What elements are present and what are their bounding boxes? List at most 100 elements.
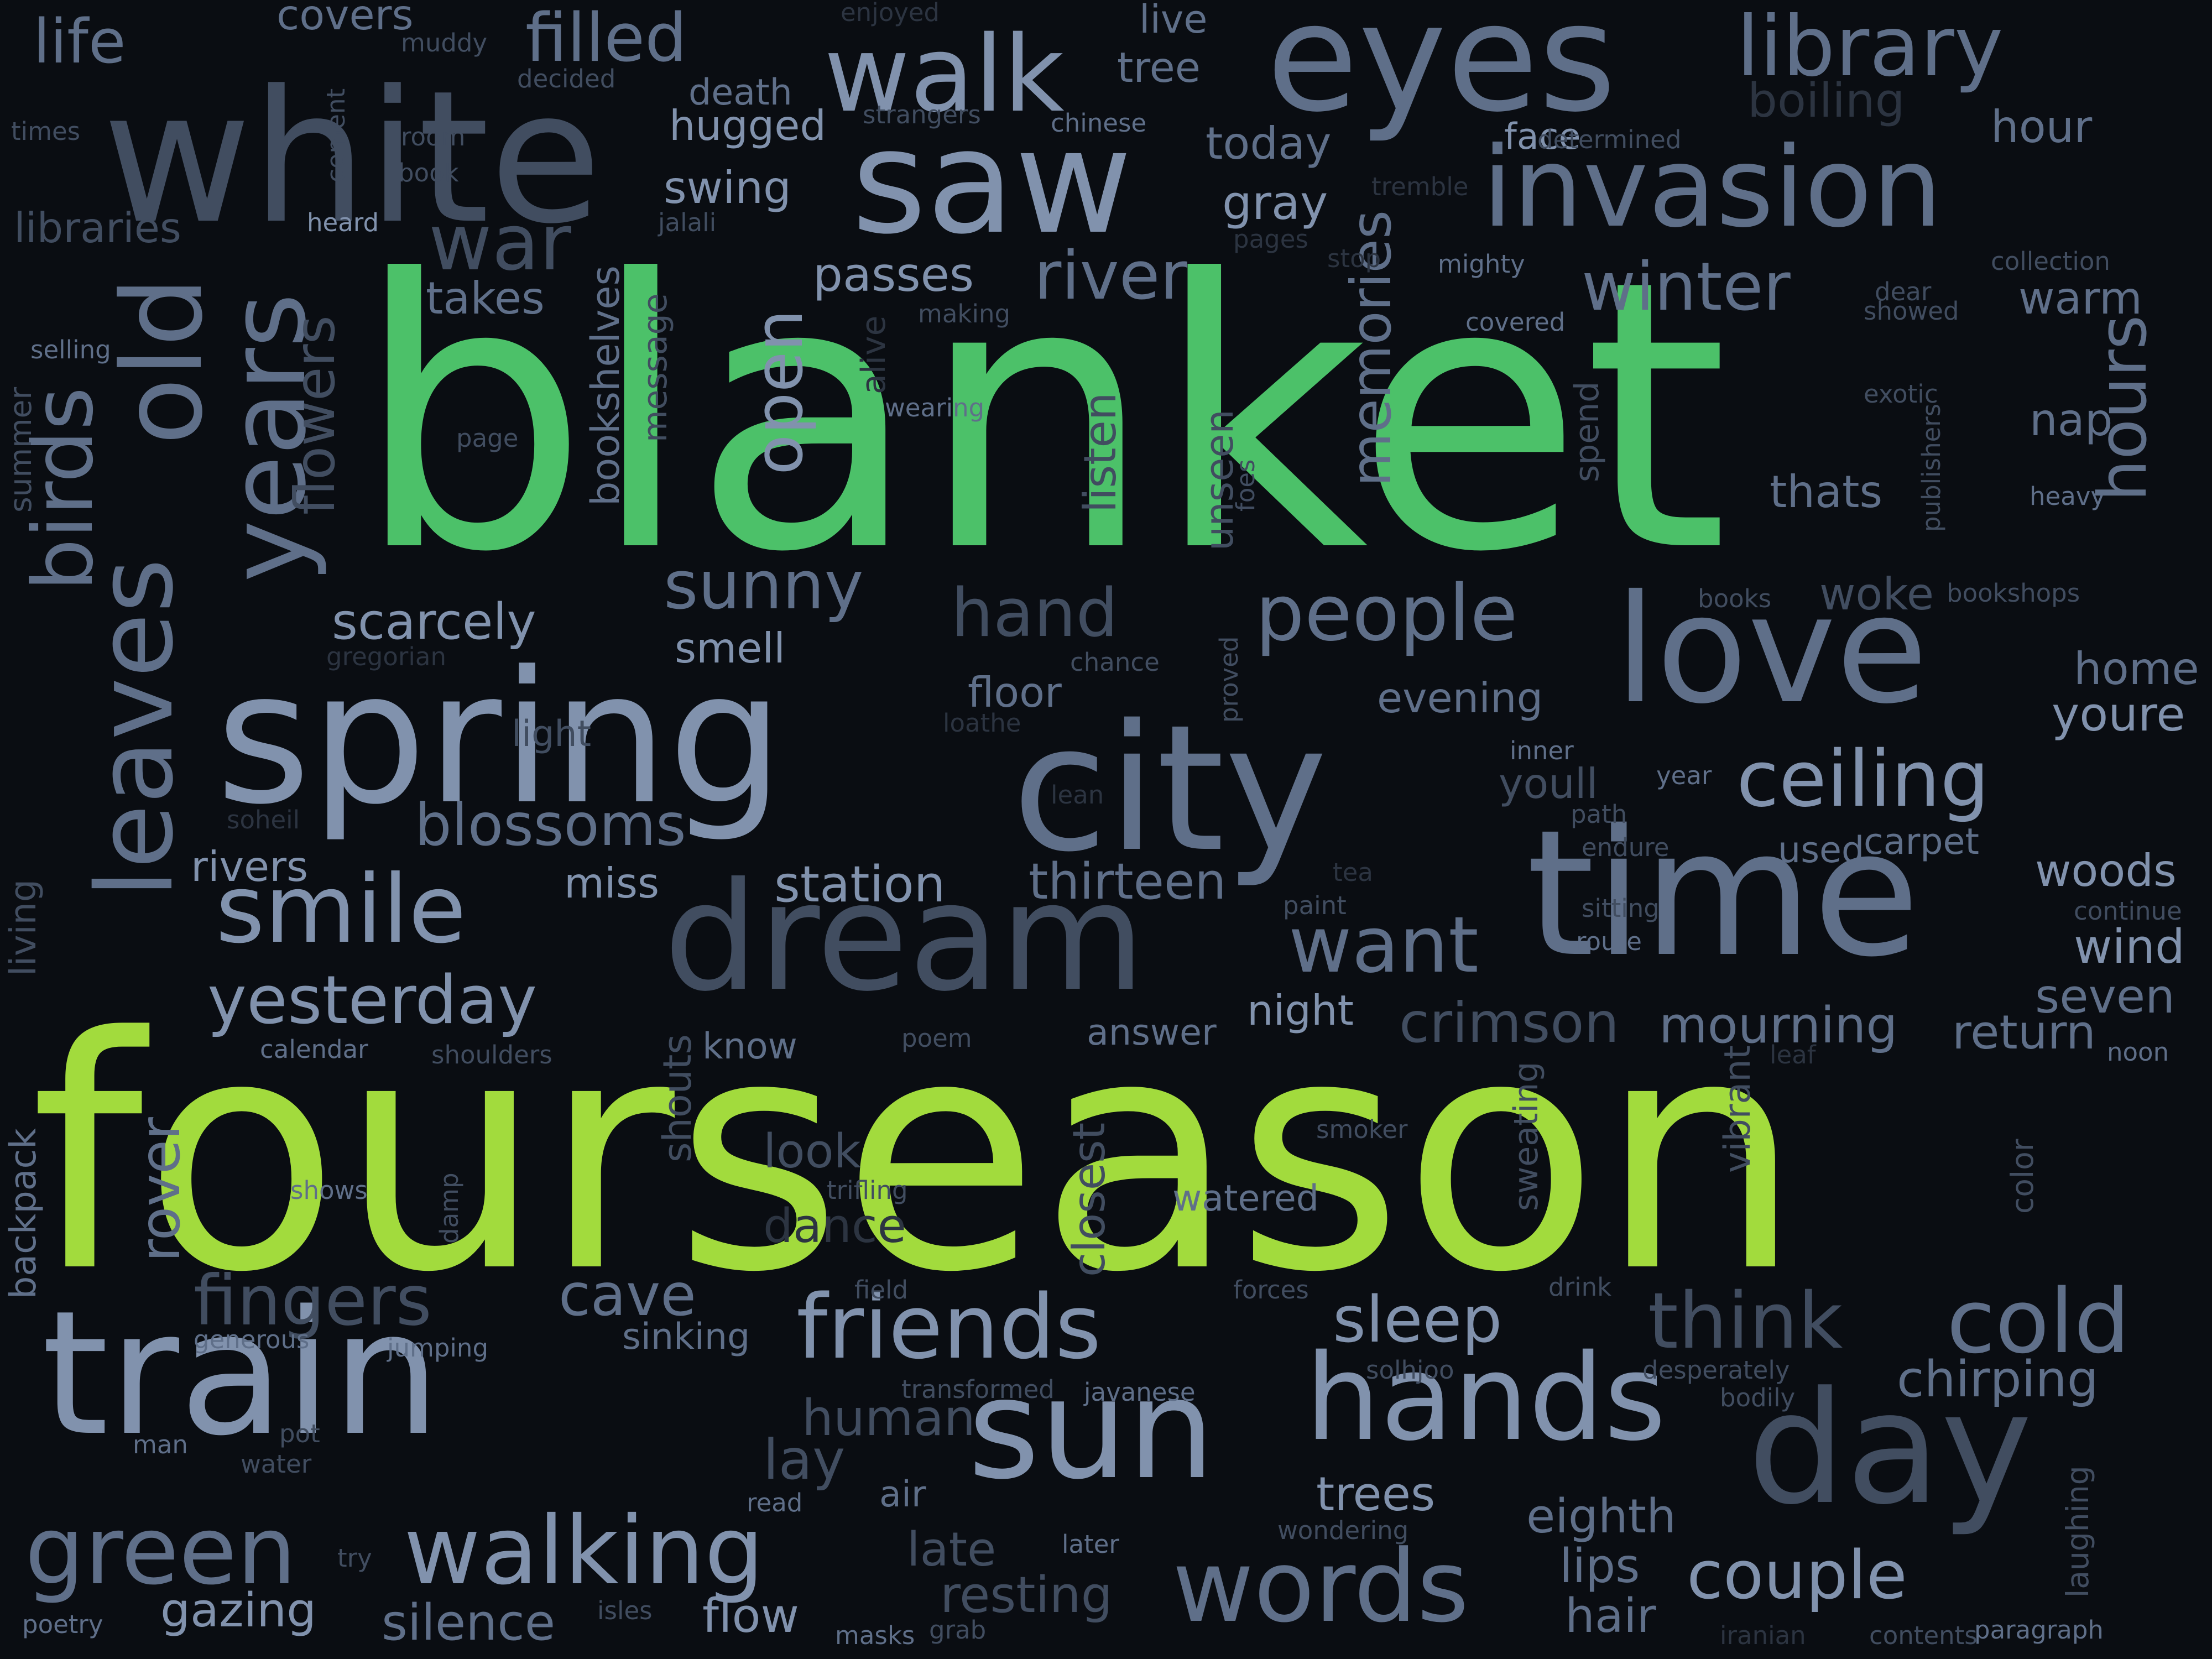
word-sweating: sweating: [1507, 1061, 1546, 1211]
word-filled: filled: [525, 0, 687, 77]
word-path: path: [1571, 800, 1627, 829]
word-vibrant: vibrant: [1717, 1045, 1759, 1173]
word-sleep: sleep: [1333, 1283, 1503, 1357]
word-blanket: blanket: [354, 202, 1729, 633]
word-jumping: jumping: [387, 1333, 489, 1363]
word-think: think: [1648, 1276, 1843, 1366]
word-publishers: publishers: [1917, 403, 1946, 532]
word-contents: contents: [1869, 1621, 1978, 1650]
word-libraries: libraries: [14, 204, 181, 252]
word-drink: drink: [1548, 1272, 1612, 1302]
word-boiling: boiling: [1747, 74, 1905, 128]
word-route: route: [1576, 927, 1642, 956]
word-chirping: chirping: [1897, 1350, 2099, 1408]
word-smoker: smoker: [1316, 1115, 1408, 1144]
word-calendar: calendar: [260, 1035, 368, 1064]
word-rover: rover: [128, 1117, 192, 1262]
word-sunny: sunny: [664, 547, 864, 624]
word-war: war: [429, 198, 571, 288]
word-home: home: [2074, 643, 2199, 695]
word-spend: spend: [1568, 381, 1606, 482]
word-water: water: [241, 1449, 312, 1479]
word-message: message: [636, 293, 675, 442]
word-walk: walk: [824, 13, 1065, 135]
word-alive: alive: [854, 315, 893, 394]
word-later: later: [1062, 1530, 1119, 1559]
word-yesterday: yesterday: [207, 962, 538, 1039]
word-face: face: [1504, 116, 1581, 158]
word-spring: spring: [216, 632, 784, 844]
word-sitting: sitting: [1582, 894, 1660, 923]
word-old: old: [98, 276, 227, 445]
word-strangers: strangers: [863, 100, 981, 129]
word-isles: isles: [597, 1596, 653, 1625]
word-cold: cold: [1947, 1270, 2130, 1373]
word-thats: thats: [1770, 466, 1883, 518]
word-chinese: chinese: [1051, 108, 1147, 138]
word-laughing: laughing: [2060, 1465, 2095, 1598]
word-smile: smile: [216, 855, 467, 964]
word-tremble: tremble: [1371, 172, 1469, 201]
word-gazing: gazing: [160, 1583, 317, 1638]
word-backpack: backpack: [3, 1128, 44, 1299]
word-blossoms: blossoms: [415, 791, 686, 859]
word-enjoyed: enjoyed: [841, 0, 940, 27]
word-swing: swing: [664, 162, 791, 213]
word-flow: flow: [702, 1589, 800, 1644]
word-bookshelves: bookshelves: [583, 265, 628, 506]
word-woods: woods: [2035, 845, 2177, 896]
word-tea: tea: [1333, 858, 1373, 887]
word-return: return: [1952, 1005, 2096, 1060]
word-generous: generous: [194, 1325, 310, 1354]
word-day: day: [1747, 1359, 2033, 1539]
word-covered: covered: [1465, 307, 1566, 337]
word-shouts: shouts: [655, 1034, 700, 1162]
word-dream: dream: [664, 850, 1146, 1024]
word-light: light: [512, 713, 592, 755]
word-field: field: [854, 1275, 909, 1305]
word-couple: couple: [1687, 1537, 1907, 1614]
word-tree: tree: [1117, 43, 1201, 92]
word-nap: nap: [2030, 394, 2113, 446]
word-muddy: muddy: [401, 28, 488, 58]
word-library: library: [1736, 0, 2004, 95]
word-lips: lips: [1559, 1539, 1640, 1594]
word-heard: heard: [307, 208, 379, 237]
word-foes: foes: [1231, 459, 1260, 512]
word-saw: saw: [852, 99, 1133, 266]
word-want: want: [1288, 900, 1479, 990]
word-noon: noon: [2107, 1037, 2169, 1067]
word-hands: hands: [1305, 1328, 1666, 1467]
word-determined: determined: [1537, 125, 1682, 154]
word-dear: dear: [1875, 277, 1932, 306]
word-rivers: rivers: [191, 842, 309, 891]
word-iranian: iranian: [1720, 1621, 1806, 1650]
word-love: love: [1615, 562, 1928, 737]
word-collection: collection: [1991, 247, 2110, 276]
word-lay: lay: [763, 1427, 846, 1492]
word-carpet: carpet: [1864, 821, 1980, 863]
word-open: open: [741, 309, 818, 475]
word-solhjoo: solhjoo: [1366, 1355, 1454, 1385]
word-pot: pot: [279, 1419, 320, 1448]
word-watered: watered: [1172, 1178, 1319, 1219]
word-know: know: [702, 1026, 797, 1067]
word-air: air: [879, 1474, 926, 1515]
word-ceiling: ceiling: [1736, 734, 1990, 825]
word-listen: listen: [1074, 392, 1126, 513]
word-gray: gray: [1222, 176, 1328, 231]
word-selling: selling: [30, 335, 111, 364]
word-mighty: mighty: [1438, 249, 1525, 279]
word-winter: winter: [1582, 249, 1791, 326]
word-scarcely: scarcely: [332, 593, 536, 651]
word-hair: hair: [1565, 1589, 1656, 1644]
word-trees: trees: [1316, 1467, 1436, 1522]
word-city: city: [1012, 688, 1328, 890]
word-paint: paint: [1283, 891, 1347, 920]
word-answer: answer: [1087, 1012, 1217, 1053]
word-hand: hand: [951, 575, 1118, 652]
word-bookshops: bookshops: [1947, 578, 2080, 608]
word-soheil: soheil: [227, 805, 300, 834]
word-color: color: [2005, 1139, 2040, 1214]
